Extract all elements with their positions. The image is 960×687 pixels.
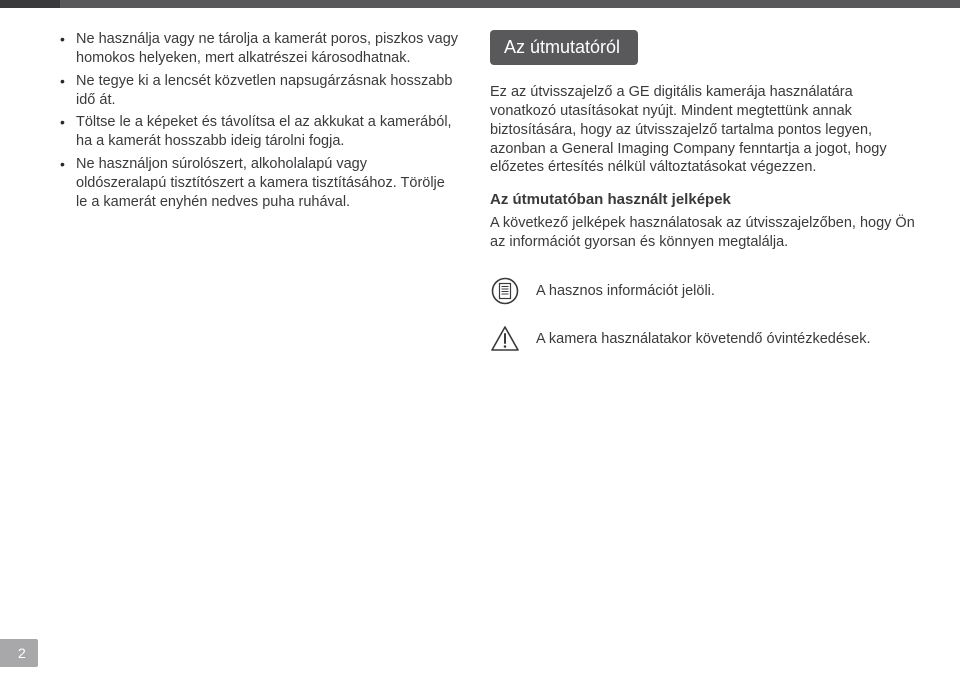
symbol-label: A hasznos információt jelöli. (536, 283, 715, 299)
right-column: Az útmutatóról Ez az útvisszajelző a GE … (490, 30, 920, 354)
section-header: Az útmutatóról (490, 30, 638, 65)
list-item: Ne használja vagy ne tárolja a kamerát p… (60, 30, 460, 68)
symbol-label: A kamera használatakor követendő óvintéz… (536, 331, 871, 347)
left-column: Ne használja vagy ne tárolja a kamerát p… (60, 30, 460, 354)
page-content: Ne használja vagy ne tárolja a kamerát p… (0, 8, 960, 354)
symbol-row: A kamera használatakor követendő óvintéz… (490, 324, 920, 354)
top-bar (0, 0, 960, 8)
symbols-paragraph: A következő jelképek használatosak az út… (490, 214, 920, 252)
list-item: Ne tegye ki a lencsét közvetlen napsugár… (60, 72, 460, 110)
bullet-list: Ne használja vagy ne tárolja a kamerát p… (60, 30, 460, 212)
top-accent (0, 0, 60, 8)
page-number: 2 (0, 639, 38, 667)
symbol-row: A hasznos információt jelöli. (490, 276, 920, 306)
list-item: Töltse le a képeket és távolítsa el az a… (60, 113, 460, 151)
list-item: Ne használjon súrolószert, alkoholalapú … (60, 155, 460, 212)
note-icon (490, 276, 520, 306)
symbols-heading: Az útmutatóban használt jelképek (490, 191, 920, 208)
warning-icon (490, 324, 520, 354)
about-paragraph: Ez az útvisszajelző a GE digitális kamer… (490, 83, 920, 177)
